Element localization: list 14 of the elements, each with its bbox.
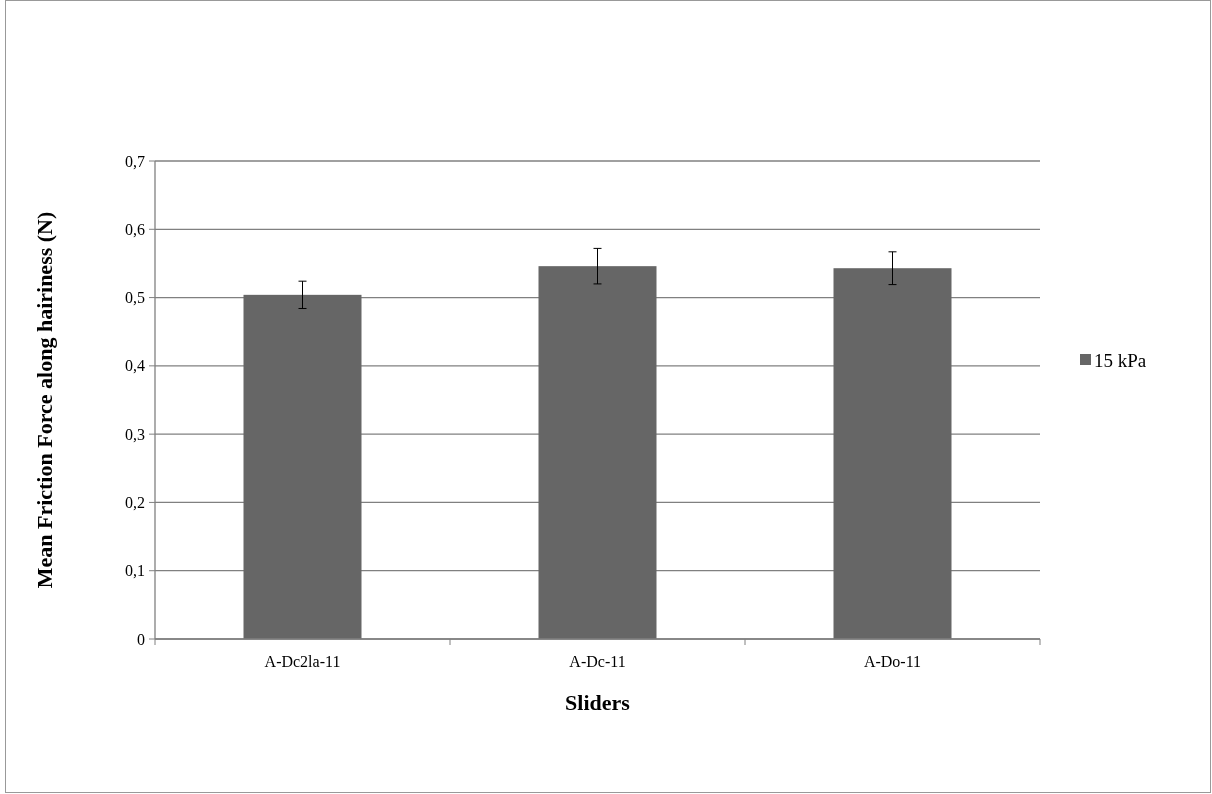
y-tick-label: 0 [137, 630, 145, 648]
x-tick-label: A-Dc2la-11 [264, 653, 341, 670]
y-tick-label: 0,4 [125, 357, 145, 375]
y-tick-label: 0,3 [125, 425, 145, 443]
y-tick-label: 0,5 [125, 289, 145, 307]
x-tick-label: A-Dc-11 [569, 653, 626, 670]
x-tick-label: A-Do-11 [863, 653, 922, 670]
y-tick-label: 0,7 [125, 152, 145, 170]
legend-label: 15 kPa [1094, 349, 1147, 371]
y-tick-label: 0,1 [125, 562, 145, 580]
y-tick-label: 0,2 [125, 494, 145, 512]
y-tick-label: 0,6 [125, 220, 145, 238]
x-axis-title: Sliders [565, 690, 631, 715]
y-axis-title: Mean Friction Force along hairiness (N) [32, 211, 57, 589]
